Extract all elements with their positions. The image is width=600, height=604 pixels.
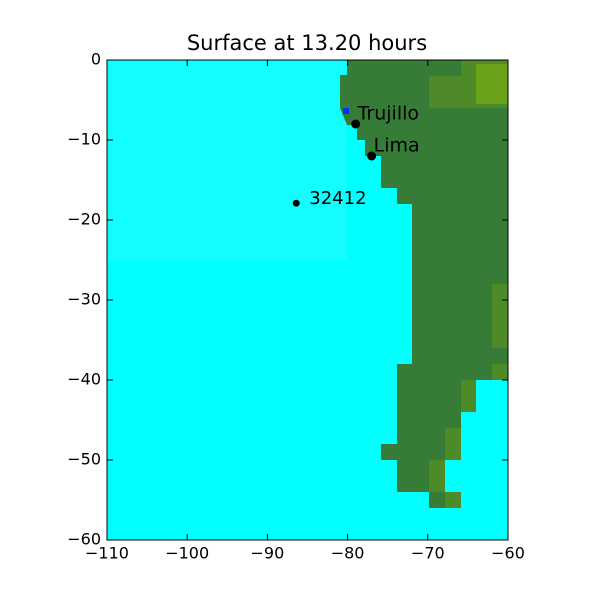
x-tick-label: −80 <box>331 544 365 563</box>
y-tick-label: −20 <box>67 210 101 229</box>
land-peak <box>476 64 508 104</box>
point-label: Lima <box>374 135 420 157</box>
y-tick-label: −10 <box>67 130 101 149</box>
point-label: 32412 <box>309 188 366 209</box>
y-tick-label: −40 <box>67 370 101 389</box>
x-tick-label: −60 <box>491 544 525 563</box>
y-tick-label: −60 <box>67 530 101 549</box>
point-marker <box>292 199 300 207</box>
ocean-shade <box>107 60 347 260</box>
y-tick-label: −30 <box>67 290 101 309</box>
x-tick-label: −110 <box>85 544 129 563</box>
point-label: Trujillo <box>357 103 419 125</box>
point-marker <box>367 151 377 161</box>
wave <box>343 108 349 114</box>
point-marker <box>351 119 361 129</box>
y-tick-label: −50 <box>67 450 101 469</box>
y-tick-label: 0 <box>91 50 101 69</box>
x-tick-label: −70 <box>411 544 445 563</box>
chart-title: Surface at 13.20 hours <box>187 31 427 55</box>
x-tick-label: −100 <box>165 544 209 563</box>
x-tick-label: −90 <box>251 544 285 563</box>
